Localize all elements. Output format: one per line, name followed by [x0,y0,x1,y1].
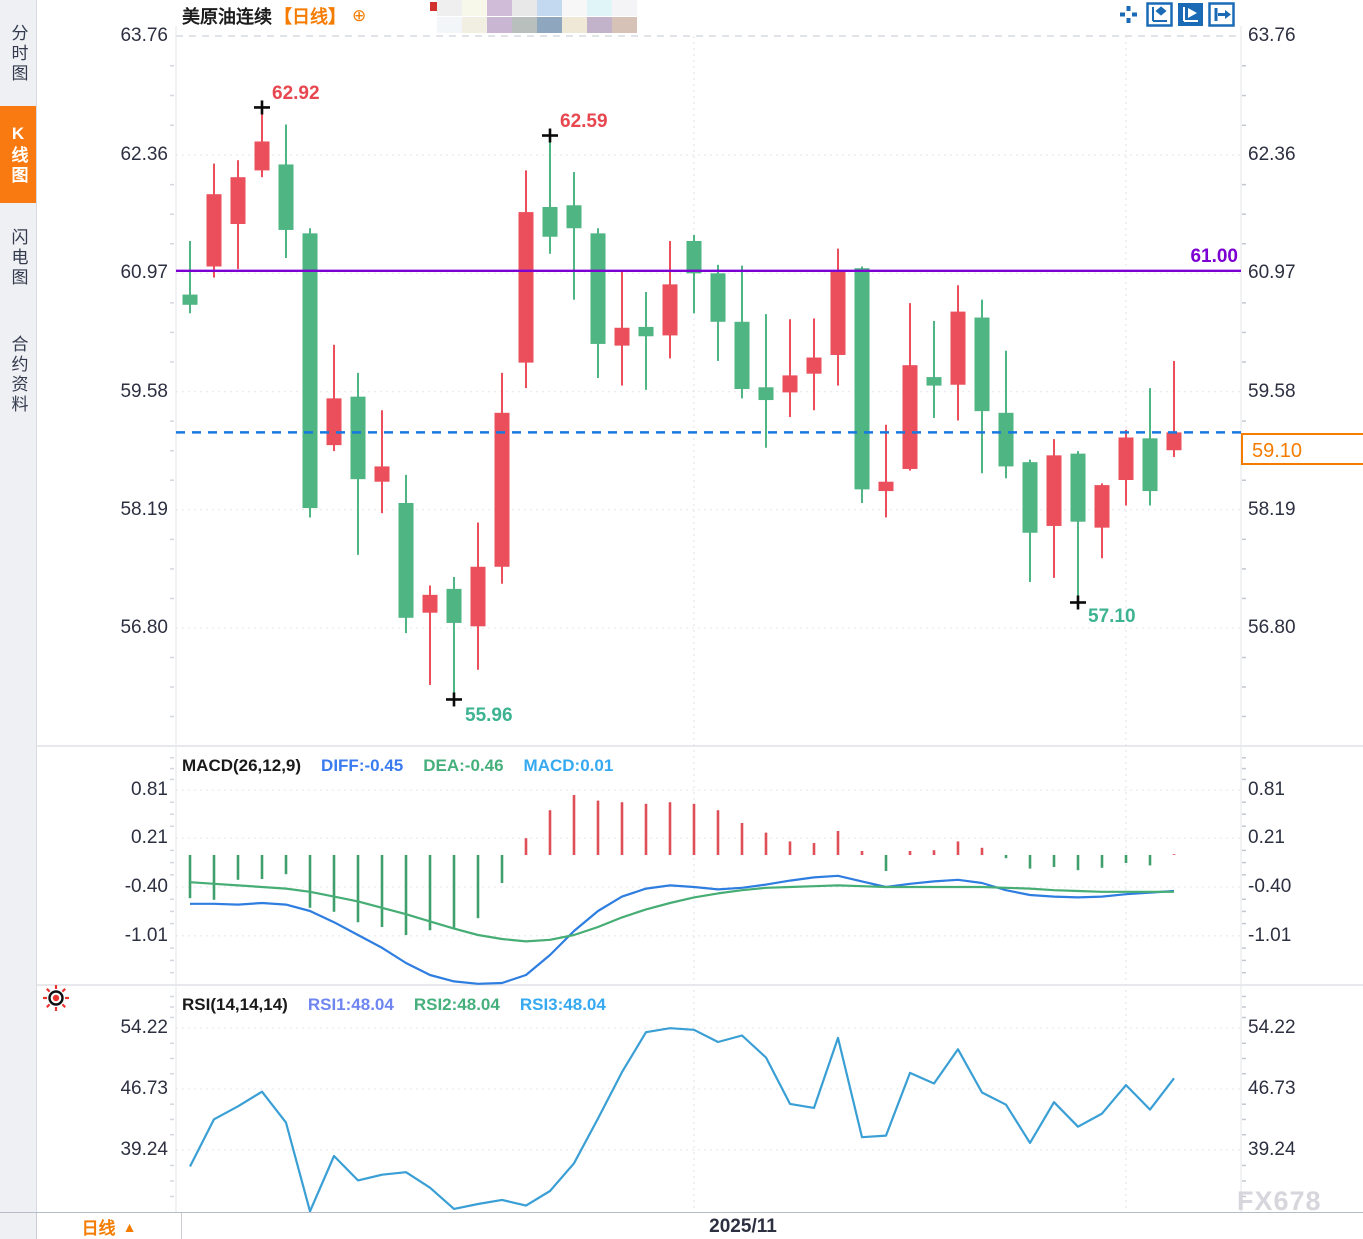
redacted-block [562,0,587,16]
y-axis-label: -1.01 [124,924,168,946]
y-axis-label: 54.22 [1248,1017,1296,1038]
y-axis-label: 0.21 [1248,827,1285,849]
hline-price-label: 61.00 [1190,246,1238,267]
instrument-name: 美原油连续 [182,7,272,27]
redacted-block [612,16,637,33]
x-axis-date-label: 2025/11 [709,1216,777,1237]
redacted-block [612,0,637,16]
rsi-title: RSI(14,14,14) [182,995,288,1014]
auto-fit-icon[interactable] [1177,2,1204,27]
rsi3-value: RSI3:48.04 [519,995,606,1014]
redacted-quote-area [437,0,637,33]
sidebar-item-kline-chart[interactable]: K线图 [0,106,36,203]
y-axis-label: 0.21 [131,827,168,849]
chart-toolbar [1115,2,1235,27]
redacted-block [537,16,562,33]
redacted-block [487,0,512,16]
y-axis-label: -1.01 [1248,924,1292,946]
redacted-block [587,0,612,16]
y-axis-label: 59.58 [120,380,168,402]
y-axis-label: 0.81 [131,779,168,801]
y-axis-label: 0.81 [1248,779,1285,801]
rsi2-value: RSI2:48.04 [413,995,500,1014]
y-axis-label: 63.76 [1248,25,1296,46]
y-axis-label: 46.73 [1248,1077,1296,1099]
rsi1-value: RSI1:48.04 [307,995,394,1014]
sidebar-item-lightning-chart[interactable]: 闪电图 [0,212,36,304]
y-axis-label: -0.40 [124,876,168,897]
period-label: 日线 [81,1219,116,1238]
y-axis-label: -0.40 [1248,876,1292,897]
redacted-block [487,16,512,33]
current-price-tag: 59.10 [1241,433,1363,465]
step-forward-icon[interactable] [1208,2,1235,27]
redacted-glyph [430,2,437,11]
price-annotation: 57.10 [1088,606,1136,628]
bottom-bar-corner [0,1213,36,1239]
y-axis-label: 60.97 [1248,262,1296,284]
redacted-block [587,16,612,33]
watermark: FX678 [1237,1186,1322,1216]
indicator-settings-sun-icon[interactable] [41,983,71,1018]
y-axis-label: 56.80 [1248,617,1296,639]
y-axis-label: 58.19 [1248,498,1296,520]
period-tag: 【日线】 [274,7,346,27]
y-axis-label: 62.36 [120,144,168,166]
y-axis-label: 46.73 [120,1077,168,1099]
sidebar-item-contract-info[interactable]: 合约资料 [0,315,36,435]
y-axis-label: 58.19 [120,498,168,520]
macd-title: MACD(26,12,9) [182,756,302,775]
redacted-block [437,0,462,16]
redacted-block [537,0,562,16]
sidebar-item-label: 合约资料 [8,335,28,415]
y-axis-label: 62.36 [1248,144,1296,166]
period-up-arrow-icon: ▲ [122,1218,137,1235]
sidebar-item-timeline-chart[interactable]: 分时图 [0,6,36,102]
y-axis-label: 56.80 [120,617,168,639]
price-annotation: 55.96 [465,705,513,727]
macd-diff-value: DIFF:-0.45 [321,756,404,775]
redacted-block [437,16,462,33]
y-axis-label: 59.58 [1248,380,1296,402]
add-indicator-icon[interactable]: ⊕ [352,6,367,25]
macd-dea-value: DEA:-0.46 [423,756,504,775]
sidebar-item-label: K线图 [8,123,28,186]
crosshair-move-icon[interactable] [1115,2,1142,27]
axes-scale-icon[interactable] [1146,2,1173,27]
redacted-block [512,0,537,16]
y-axis-label: 39.24 [1248,1138,1296,1160]
period-selector[interactable]: 日线 ▲ [36,1213,182,1239]
price-annotation: 62.92 [272,83,320,105]
y-axis-label: 54.22 [120,1017,168,1038]
macd-legend: MACD(26,12,9) DIFF:-0.45 DEA:-0.46 MACD:… [182,756,613,776]
chart-title: 美原油连续 【日线】 ⊕ [182,4,366,28]
y-axis-label: 39.24 [120,1138,168,1160]
bottom-bar: 日线 ▲ 2025/11 [0,1212,1363,1239]
y-axis-label: 60.97 [120,262,168,284]
redacted-block [462,16,487,33]
y-axis-label: 63.76 [120,25,168,46]
redacted-block [512,16,537,33]
price-annotation: 62.59 [560,110,608,132]
rsi-legend: RSI(14,14,14) RSI1:48.04 RSI2:48.04 RSI3… [182,995,606,1015]
sidebar-item-label: 分时图 [8,24,28,84]
sidebar-item-label: 闪电图 [8,228,28,288]
sidebar: 分时图 K线图 闪电图 合约资料 [0,0,37,1212]
macd-macd-value: MACD:0.01 [523,756,614,775]
redacted-block [462,0,487,16]
redacted-block [562,16,587,33]
